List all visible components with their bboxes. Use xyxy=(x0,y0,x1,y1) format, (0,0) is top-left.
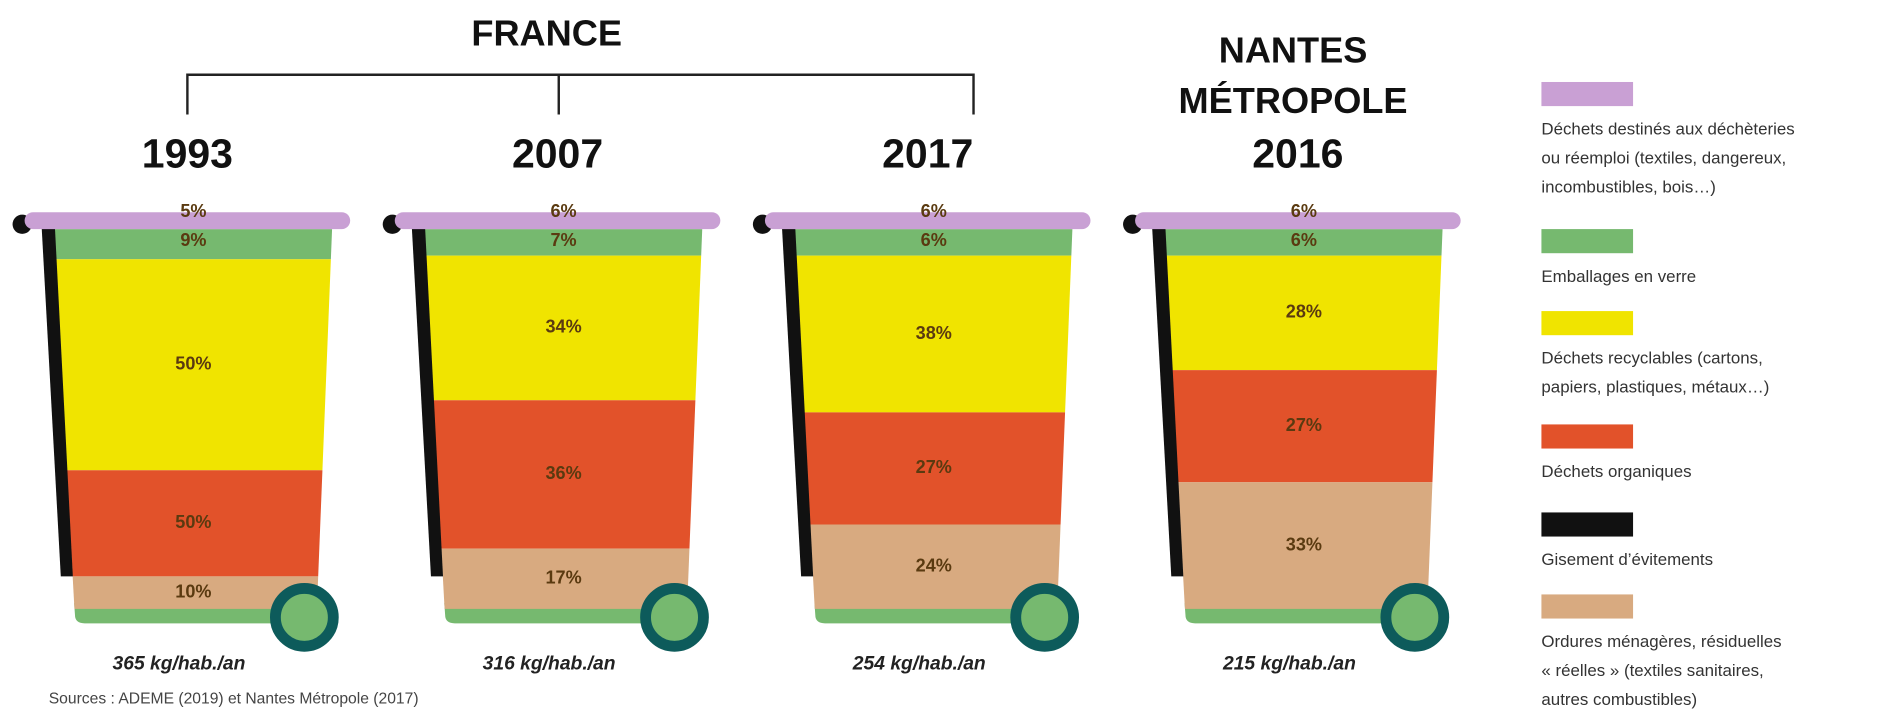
france-title: FRANCE xyxy=(471,13,622,54)
bin-total: 254 kg/hab./an xyxy=(852,653,986,674)
segment-label: 38% xyxy=(916,323,952,343)
legend-swatch xyxy=(1541,229,1633,253)
segment-label: 5% xyxy=(180,201,206,221)
segment-label: 6% xyxy=(1291,201,1317,221)
segment-label: 27% xyxy=(916,457,952,477)
legend-text: ou réemploi (textiles, dangereux, xyxy=(1541,149,1786,168)
segment-label: 10% xyxy=(175,581,211,601)
year: 2017 xyxy=(882,131,973,177)
segment-label: 34% xyxy=(545,317,581,337)
segment-label: 28% xyxy=(1286,302,1322,322)
segment-label: 50% xyxy=(175,354,211,374)
legend-swatch xyxy=(1541,82,1633,106)
segment-label: 27% xyxy=(1286,415,1322,435)
year: 2007 xyxy=(512,131,603,177)
legend-text: Ordures ménagères, résiduelles xyxy=(1541,632,1781,651)
segment-label: 7% xyxy=(551,230,577,250)
legend-text: autres combustibles) xyxy=(1541,690,1697,709)
wheel xyxy=(1016,588,1074,646)
legend-text: Déchets destinés aux déchèteries xyxy=(1541,120,1794,139)
legend-text: incombustibles, bois…) xyxy=(1541,178,1715,197)
segment-label: 6% xyxy=(921,201,947,221)
segment-label: 6% xyxy=(921,230,947,250)
bin-total: 316 kg/hab./an xyxy=(483,653,616,674)
segment-label: 24% xyxy=(916,555,952,575)
wheel xyxy=(1386,588,1444,646)
segment-label: 6% xyxy=(551,201,577,221)
source: Sources : ADEME (2019) et Nantes Métropo… xyxy=(49,690,419,707)
segment-label: 50% xyxy=(175,512,211,532)
legend-text: Déchets organiques xyxy=(1541,462,1691,481)
segment-label: 9% xyxy=(180,230,206,250)
legend-text: Emballages en verre xyxy=(1541,267,1696,286)
legend-swatch xyxy=(1541,424,1633,448)
segment-label: 36% xyxy=(545,463,581,483)
legend-swatch xyxy=(1541,311,1633,335)
segment-label: 33% xyxy=(1286,534,1322,554)
year: 2016 xyxy=(1252,131,1343,177)
wheel xyxy=(646,588,704,646)
bracket xyxy=(187,75,973,115)
infographic: FRANCE NANTES MÉTROPOLE Sources : ADEME … xyxy=(0,0,1894,715)
legend-text: Déchets recyclables (cartons, xyxy=(1541,349,1762,368)
legend-swatch xyxy=(1541,512,1633,536)
nantes-title: MÉTROPOLE xyxy=(1179,80,1408,121)
year: 1993 xyxy=(142,131,233,177)
legend-text: « réelles » (textiles sanitaires, xyxy=(1541,661,1763,680)
bin-total: 215 kg/hab./an xyxy=(1222,653,1356,674)
legend-swatch xyxy=(1541,594,1633,618)
bin-total: 365 kg/hab./an xyxy=(113,653,246,674)
segment-label: 17% xyxy=(545,568,581,588)
legend-text: papiers, plastiques, métaux…) xyxy=(1541,378,1769,397)
segment-label: 6% xyxy=(1291,230,1317,250)
wheel xyxy=(275,588,333,646)
nantes-title: NANTES xyxy=(1219,30,1368,71)
legend-text: Gisement d’évitements xyxy=(1541,550,1713,569)
